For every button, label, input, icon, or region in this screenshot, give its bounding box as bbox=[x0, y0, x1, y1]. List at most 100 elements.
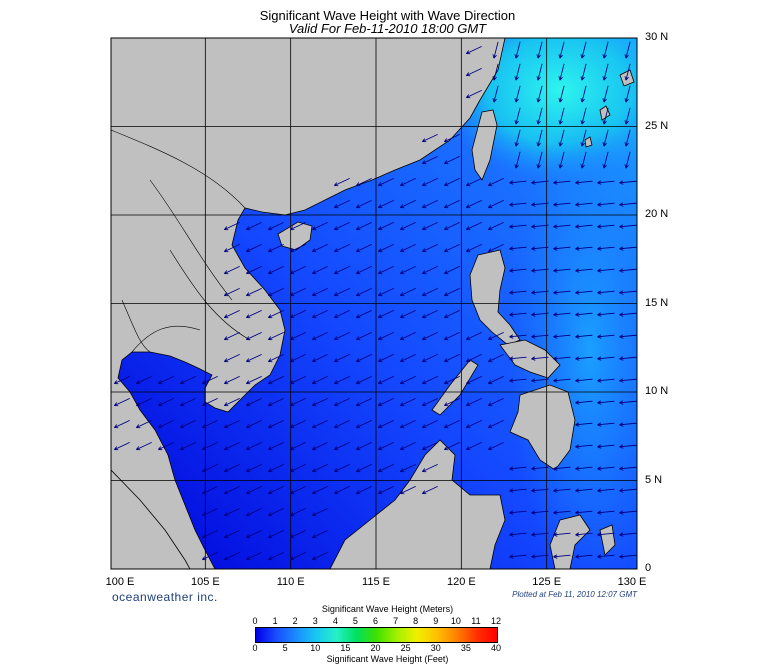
colorbar-meter-tick: 5 bbox=[352, 616, 358, 626]
colorbar-feet-tick: 15 bbox=[340, 643, 351, 653]
wave-arrow bbox=[553, 290, 571, 295]
colorbar-title-meters: Significant Wave Height (Meters) bbox=[321, 604, 454, 614]
wave-arrow bbox=[245, 265, 262, 275]
wave-arrow bbox=[509, 224, 527, 229]
colorbar-meter-tick: 10 bbox=[450, 616, 461, 626]
wave-arrow bbox=[113, 441, 130, 451]
wave-arrow bbox=[619, 202, 637, 207]
wave-arrow bbox=[597, 532, 615, 537]
wave-arrow bbox=[267, 331, 284, 341]
wave-arrow bbox=[619, 532, 637, 537]
wave-arrow bbox=[531, 290, 549, 295]
wave-arrow bbox=[536, 129, 543, 147]
wave-arrow bbox=[575, 444, 593, 449]
wave-arrow bbox=[135, 419, 152, 429]
wave-arrow bbox=[509, 466, 527, 471]
wave-arrow bbox=[575, 290, 593, 295]
wave-arrow bbox=[575, 334, 593, 339]
wave-arrow bbox=[333, 463, 350, 473]
wave-arrow bbox=[377, 287, 394, 297]
wave-arrow bbox=[531, 488, 549, 493]
plotted-timestamp: Plotted at Feb 11, 2010 12:07 GMT bbox=[512, 590, 637, 599]
wave-arrow bbox=[311, 507, 328, 517]
colorbar-meter-tick: 7 bbox=[393, 616, 399, 626]
wave-arrow bbox=[311, 551, 328, 561]
wave-arrow bbox=[399, 243, 416, 253]
wave-arrow bbox=[267, 221, 284, 231]
lon-label: 115 E bbox=[362, 576, 390, 588]
wave-arrow bbox=[245, 221, 262, 231]
wave-arrow bbox=[377, 375, 394, 385]
lon-label: 100 E bbox=[105, 576, 135, 588]
wave-arrow bbox=[487, 353, 504, 363]
colorbar-meter-tick: 11 bbox=[471, 616, 481, 626]
wave-arrow bbox=[157, 441, 174, 451]
wave-arrow bbox=[531, 466, 549, 471]
wave-arrow bbox=[514, 85, 521, 103]
wave-arrow bbox=[558, 85, 565, 103]
wave-arrow bbox=[245, 529, 262, 539]
wave-arrow bbox=[509, 378, 527, 383]
wave-arrow bbox=[421, 199, 438, 209]
wave-arrow bbox=[443, 177, 460, 187]
wave-arrow bbox=[509, 268, 527, 273]
wave-arrow bbox=[509, 290, 527, 295]
wave-arrow bbox=[597, 180, 615, 185]
wave-arrow bbox=[399, 199, 416, 209]
wave-arrow bbox=[580, 63, 587, 81]
wave-arrow bbox=[267, 265, 284, 275]
wave-arrow bbox=[311, 419, 328, 429]
wave-arrow bbox=[223, 463, 240, 473]
wave-arrow bbox=[575, 466, 593, 471]
wave-arrow bbox=[575, 224, 593, 229]
wave-arrow bbox=[597, 510, 615, 515]
wave-arrow bbox=[245, 375, 262, 385]
wave-arrow bbox=[245, 441, 262, 451]
wave-arrow bbox=[223, 221, 240, 231]
wave-arrow bbox=[619, 246, 637, 251]
wave-arrow bbox=[509, 312, 527, 317]
wave-arrow bbox=[421, 265, 438, 275]
wave-arrow bbox=[311, 529, 328, 539]
wave-arrow bbox=[492, 85, 499, 103]
halmahera-island bbox=[599, 524, 616, 556]
wave-arrow bbox=[421, 419, 438, 429]
wave-arrow bbox=[333, 177, 350, 187]
wave-arrow bbox=[465, 221, 482, 231]
wave-arrow bbox=[465, 67, 482, 77]
lat-label: 15 N bbox=[645, 296, 669, 309]
colorbar-feet-tick: 35 bbox=[460, 643, 471, 653]
wave-arrow bbox=[465, 199, 482, 209]
wave-arrow bbox=[487, 441, 504, 451]
wave-arrow bbox=[267, 309, 284, 319]
wave-arrow bbox=[333, 485, 350, 495]
wave-arrow bbox=[443, 419, 460, 429]
lon-label: 120 E bbox=[446, 576, 476, 588]
wave-arrow bbox=[443, 265, 460, 275]
wave-arrow bbox=[223, 375, 240, 385]
wave-arrow bbox=[333, 397, 350, 407]
lat-label: 30 N bbox=[645, 31, 669, 43]
wave-arrow bbox=[553, 510, 571, 515]
wave-arrow bbox=[514, 107, 521, 125]
wave-arrow bbox=[311, 265, 328, 275]
wave-arrow bbox=[602, 63, 609, 81]
wave-arrow bbox=[619, 510, 637, 515]
wave-arrow bbox=[531, 202, 549, 207]
wave-arrow bbox=[531, 510, 549, 515]
wave-arrow bbox=[135, 397, 152, 407]
wave-arrow bbox=[558, 63, 565, 81]
wave-arrow bbox=[311, 243, 328, 253]
wave-arrow bbox=[509, 488, 527, 493]
wave-arrow bbox=[179, 441, 196, 451]
wave-arrow bbox=[399, 177, 416, 187]
wave-arrow bbox=[311, 485, 328, 495]
wave-arrow bbox=[624, 107, 631, 125]
colorbar-meter-tick: 3 bbox=[312, 616, 318, 626]
wave-arrow bbox=[443, 287, 460, 297]
sulawesi-island bbox=[549, 514, 591, 569]
colorbar-meter-tick: 12 bbox=[490, 616, 501, 626]
wave-arrow bbox=[553, 334, 571, 339]
wave-arrow bbox=[558, 41, 565, 59]
colorbar-feet-tick: 20 bbox=[370, 643, 381, 653]
